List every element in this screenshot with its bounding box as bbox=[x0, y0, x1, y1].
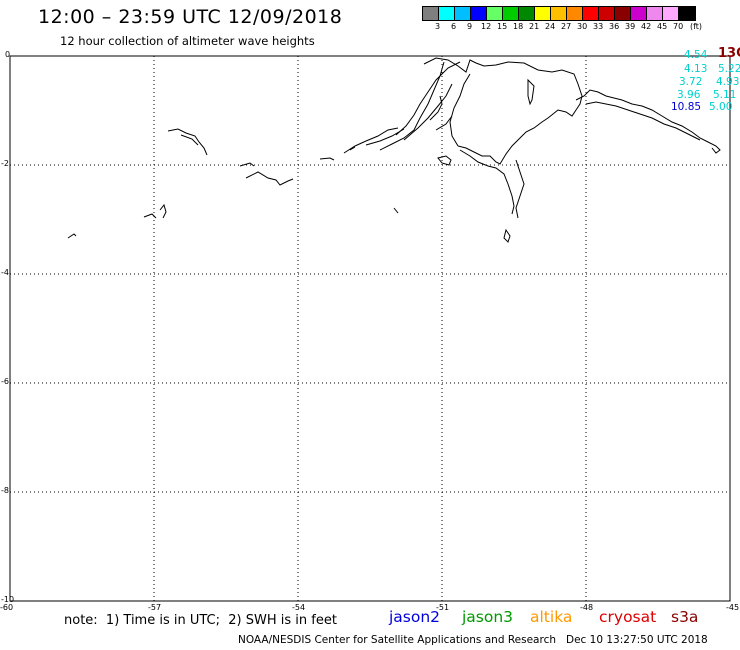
legend-swatch bbox=[663, 7, 679, 20]
legend-label: 18 bbox=[513, 22, 524, 31]
map-frame bbox=[9, 55, 731, 602]
legend-label: 15 bbox=[497, 22, 508, 31]
legend-label: 42 bbox=[641, 22, 652, 31]
satellite-label-s3a: s3a bbox=[671, 608, 699, 626]
legend-label: 70 bbox=[673, 22, 684, 31]
legend-swatch bbox=[599, 7, 615, 20]
legend-swatch bbox=[647, 7, 663, 20]
wave-height-color-legend bbox=[422, 6, 696, 21]
legend-label: 27 bbox=[561, 22, 572, 31]
satellite-label-cryosat: cryosat bbox=[599, 608, 657, 626]
legend-label: 3 bbox=[435, 22, 441, 31]
legend-label: 6 bbox=[451, 22, 457, 31]
satellite-label-jason3: jason3 bbox=[462, 608, 514, 626]
latitude-tick-label: 0 bbox=[5, 50, 11, 59]
legend-swatch bbox=[583, 7, 599, 20]
legend-label: 24 bbox=[545, 22, 556, 31]
satellite-label-jason2: jason2 bbox=[389, 608, 441, 626]
longitude-tick-label: -57 bbox=[148, 603, 162, 612]
wave-height-reading: 10.85 bbox=[671, 101, 702, 113]
longitude-tick-label: -48 bbox=[580, 603, 594, 612]
longitude-tick-label: -45 bbox=[726, 603, 740, 612]
footnote: note: 1) Time is in UTC; 2) SWH is in fe… bbox=[64, 613, 337, 628]
latitude-tick-label: -2 bbox=[1, 159, 9, 168]
legend-swatch bbox=[455, 7, 471, 20]
wave-height-reading: 13C bbox=[718, 46, 740, 61]
latitude-tick-label: -6 bbox=[1, 377, 9, 386]
legend-label: 9 bbox=[467, 22, 473, 31]
legend-unit: (ft) bbox=[690, 22, 703, 31]
wave-height-reading: 5.00 bbox=[709, 101, 733, 113]
legend-label: 39 bbox=[625, 22, 636, 31]
legend-swatch bbox=[519, 7, 535, 20]
legend-swatch bbox=[471, 7, 487, 20]
latitude-tick-label: -4 bbox=[1, 268, 9, 277]
legend-label: 33 bbox=[593, 22, 604, 31]
longitude-tick-label: -54 bbox=[292, 603, 306, 612]
latitude-tick-label: -10 bbox=[1, 595, 15, 604]
legend-label: 30 bbox=[577, 22, 588, 31]
legend-swatch bbox=[567, 7, 583, 20]
legend-swatch bbox=[423, 7, 439, 20]
legend-swatch bbox=[679, 7, 695, 20]
longitude-tick-label: -51 bbox=[436, 603, 450, 612]
legend-swatch bbox=[535, 7, 551, 20]
wave-height-reading: 4.13 bbox=[684, 63, 708, 75]
wave-height-reading: 3.72 bbox=[679, 76, 703, 88]
legend-label: 36 bbox=[609, 22, 620, 31]
wave-height-reading: 5.11 bbox=[713, 89, 737, 101]
wave-height-reading: 3.96 bbox=[677, 89, 701, 101]
legend-swatch bbox=[503, 7, 519, 20]
wave-height-reading: 4.93 bbox=[716, 76, 740, 88]
legend-swatch bbox=[631, 7, 647, 20]
map-subtitle: 12 hour collection of altimeter wave hei… bbox=[60, 34, 315, 48]
credit-line: NOAA/NESDIS Center for Satellite Applica… bbox=[238, 634, 708, 646]
satellite-label-altika: altika bbox=[530, 608, 573, 626]
wave-height-reading: 4.54 bbox=[684, 49, 708, 61]
legend-label: 21 bbox=[529, 22, 540, 31]
legend-swatch bbox=[487, 7, 503, 20]
map-title: 12:00 – 23:59 UTC 12/09/2018 bbox=[38, 6, 343, 28]
longitude-tick-label: -60 bbox=[0, 603, 14, 612]
legend-label: 12 bbox=[481, 22, 492, 31]
legend-swatch bbox=[615, 7, 631, 20]
lat-lon-grid bbox=[10, 56, 730, 601]
coastline bbox=[67, 57, 721, 243]
legend-swatch bbox=[551, 7, 567, 20]
legend-label: 45 bbox=[657, 22, 668, 31]
legend-swatch bbox=[439, 7, 455, 20]
latitude-tick-label: -8 bbox=[1, 486, 9, 495]
wave-height-reading: 5.22 bbox=[718, 63, 740, 75]
